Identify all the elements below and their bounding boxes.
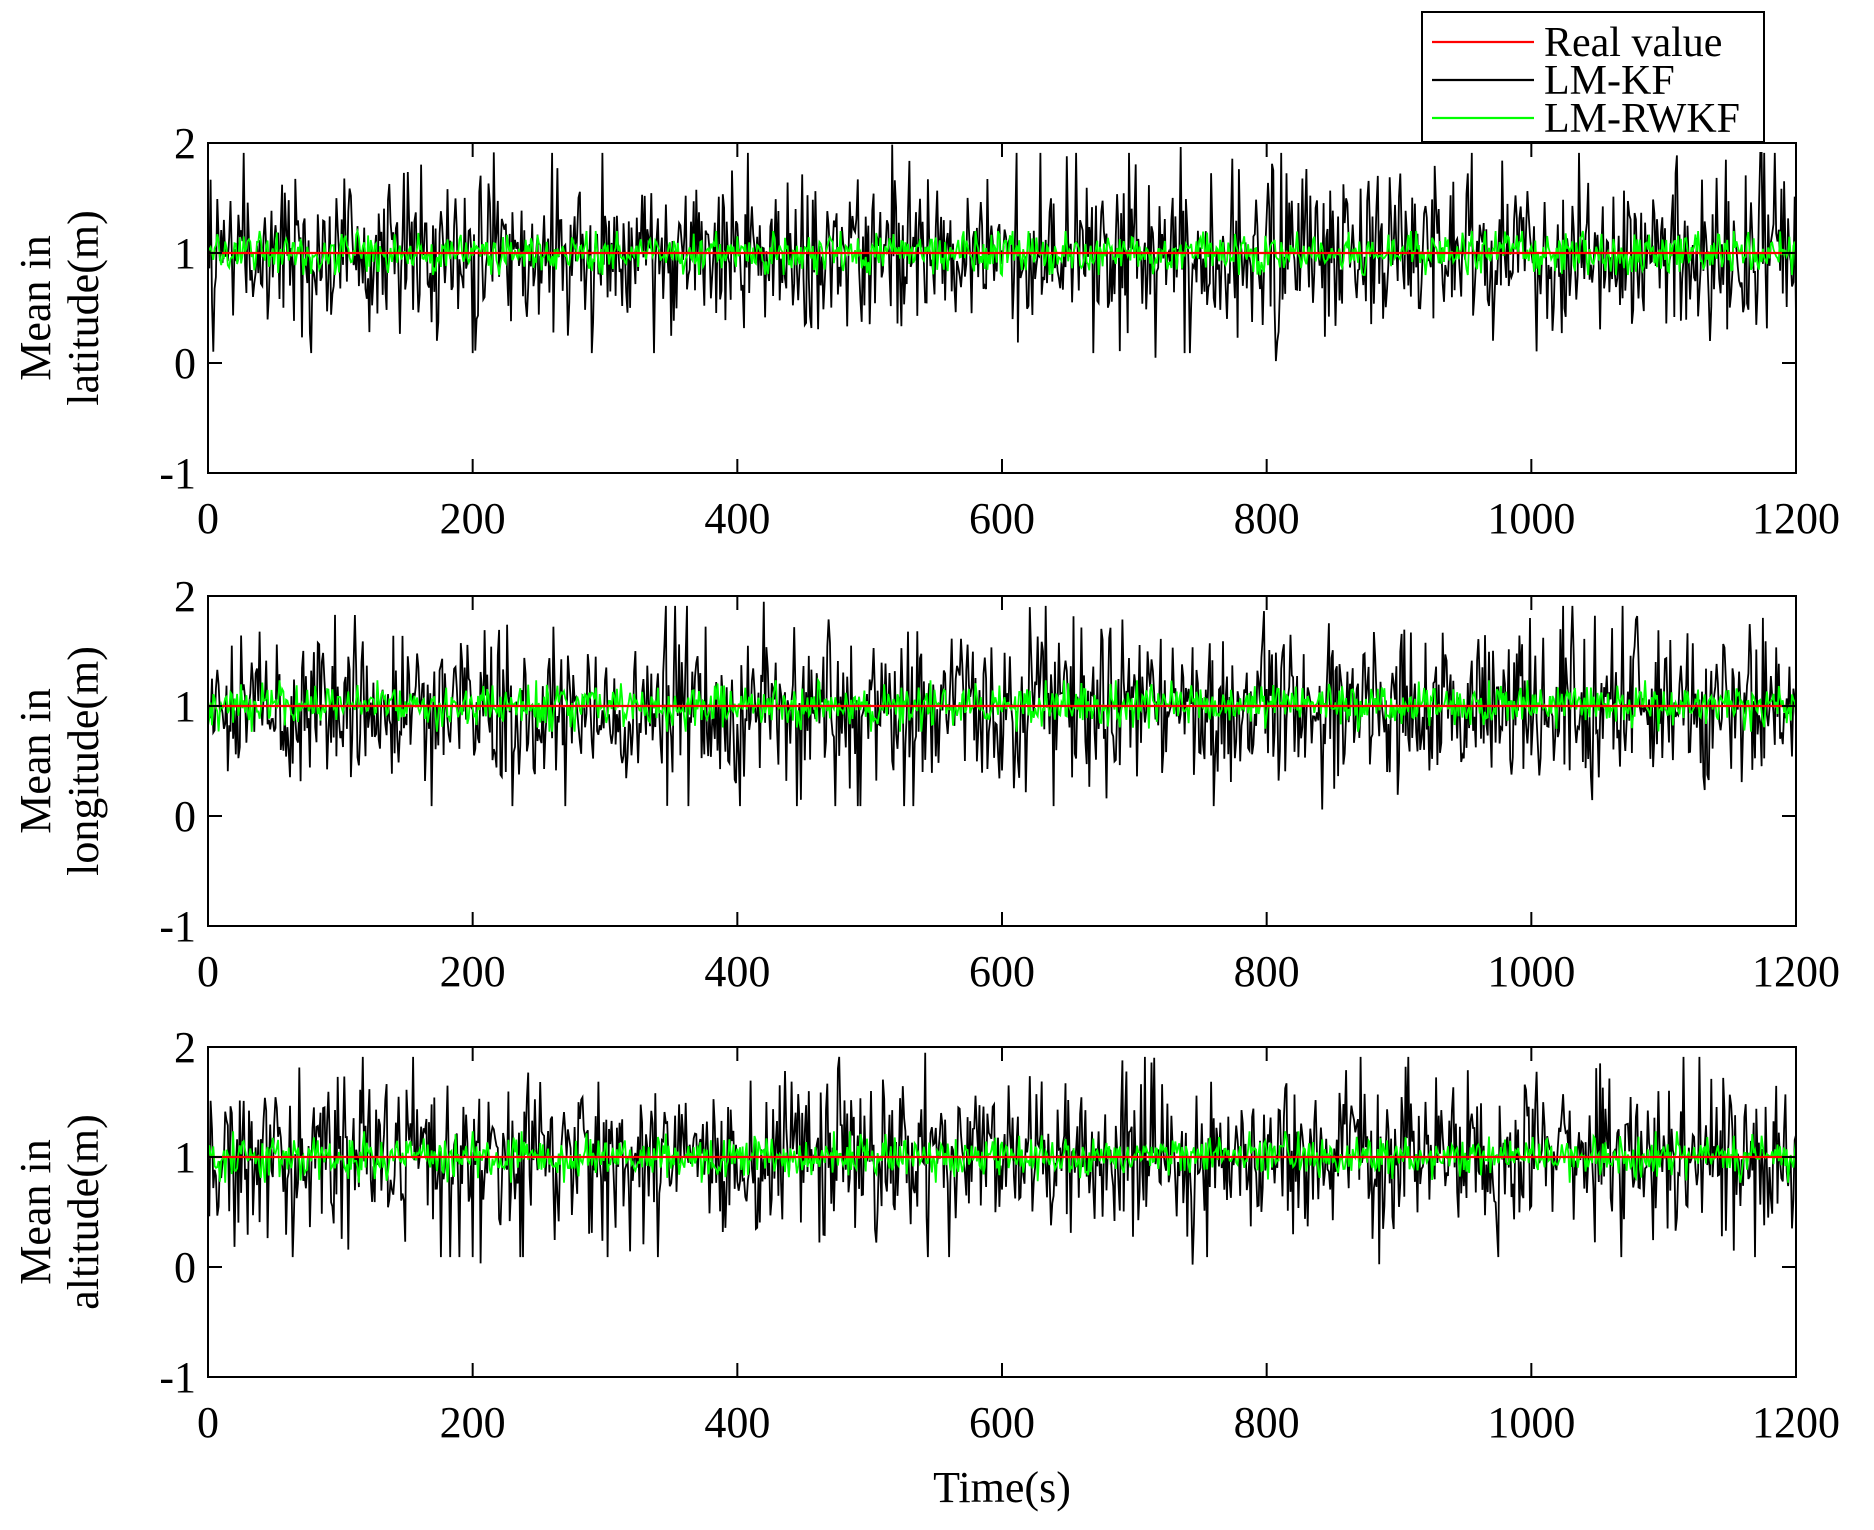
x-tick-label: 0 (197, 947, 219, 996)
axes-frame (207, 142, 1797, 474)
x-tick-label: 600 (969, 1398, 1035, 1447)
legend-box (1421, 11, 1765, 143)
y-tick-label: 0 (174, 339, 196, 388)
y-axis-label: Mean in (11, 235, 60, 380)
y-tick-label: -1 (159, 1353, 196, 1402)
x-tick-label: 400 (704, 1398, 770, 1447)
x-tick-label: 200 (440, 494, 506, 543)
y-axis-label: longitude(m) (59, 646, 108, 876)
x-tick-label: 1000 (1487, 494, 1575, 543)
y-tick-label: 2 (174, 572, 196, 621)
x-tick-label: 800 (1234, 947, 1300, 996)
x-axis-label: Time(s) (933, 1463, 1071, 1512)
x-tick-label: 600 (969, 494, 1035, 543)
y-tick-label: 1 (174, 682, 196, 731)
y-tick-label: 2 (174, 1023, 196, 1072)
y-tick-label: 0 (174, 1243, 196, 1292)
x-tick-label: 400 (704, 494, 770, 543)
x-tick-label: 800 (1234, 494, 1300, 543)
x-tick-label: 200 (440, 947, 506, 996)
legend-entry-label: Real value (1544, 20, 1722, 66)
series-line-lm-rwkf (208, 677, 1796, 732)
series-line-lm-rwkf (208, 1131, 1796, 1183)
legend-entry-label: LM-RWKF (1544, 96, 1740, 142)
y-tick-label: -1 (159, 449, 196, 498)
x-tick-label: 800 (1234, 1398, 1300, 1447)
legend-entry-label: LM-KF (1544, 58, 1675, 104)
x-tick-label: 0 (197, 494, 219, 543)
x-tick-label: 1200 (1752, 947, 1840, 996)
y-tick-label: 1 (174, 1133, 196, 1182)
y-tick-label: 2 (174, 119, 196, 168)
axes-frame (207, 1046, 1797, 1378)
x-tick-label: 200 (440, 1398, 506, 1447)
y-tick-label: 1 (174, 229, 196, 278)
x-tick-label: 1000 (1487, 947, 1575, 996)
x-tick-label: 1000 (1487, 1398, 1575, 1447)
y-axis-label: Mean in (11, 1139, 60, 1284)
x-tick-label: 400 (704, 947, 770, 996)
y-tick-label: -1 (159, 902, 196, 951)
series-line-lm-rwkf (208, 227, 1796, 278)
x-tick-label: 0 (197, 1398, 219, 1447)
y-axis-label: Mean in (11, 688, 60, 833)
y-axis-label: latitude(m) (59, 210, 108, 406)
y-axis-label: altitude(m) (59, 1114, 108, 1310)
y-tick-label: 0 (174, 792, 196, 841)
x-tick-label: 1200 (1752, 494, 1840, 543)
x-tick-label: 1200 (1752, 1398, 1840, 1447)
x-tick-label: 600 (969, 947, 1035, 996)
series-line-lm-kf (208, 1052, 1796, 1265)
